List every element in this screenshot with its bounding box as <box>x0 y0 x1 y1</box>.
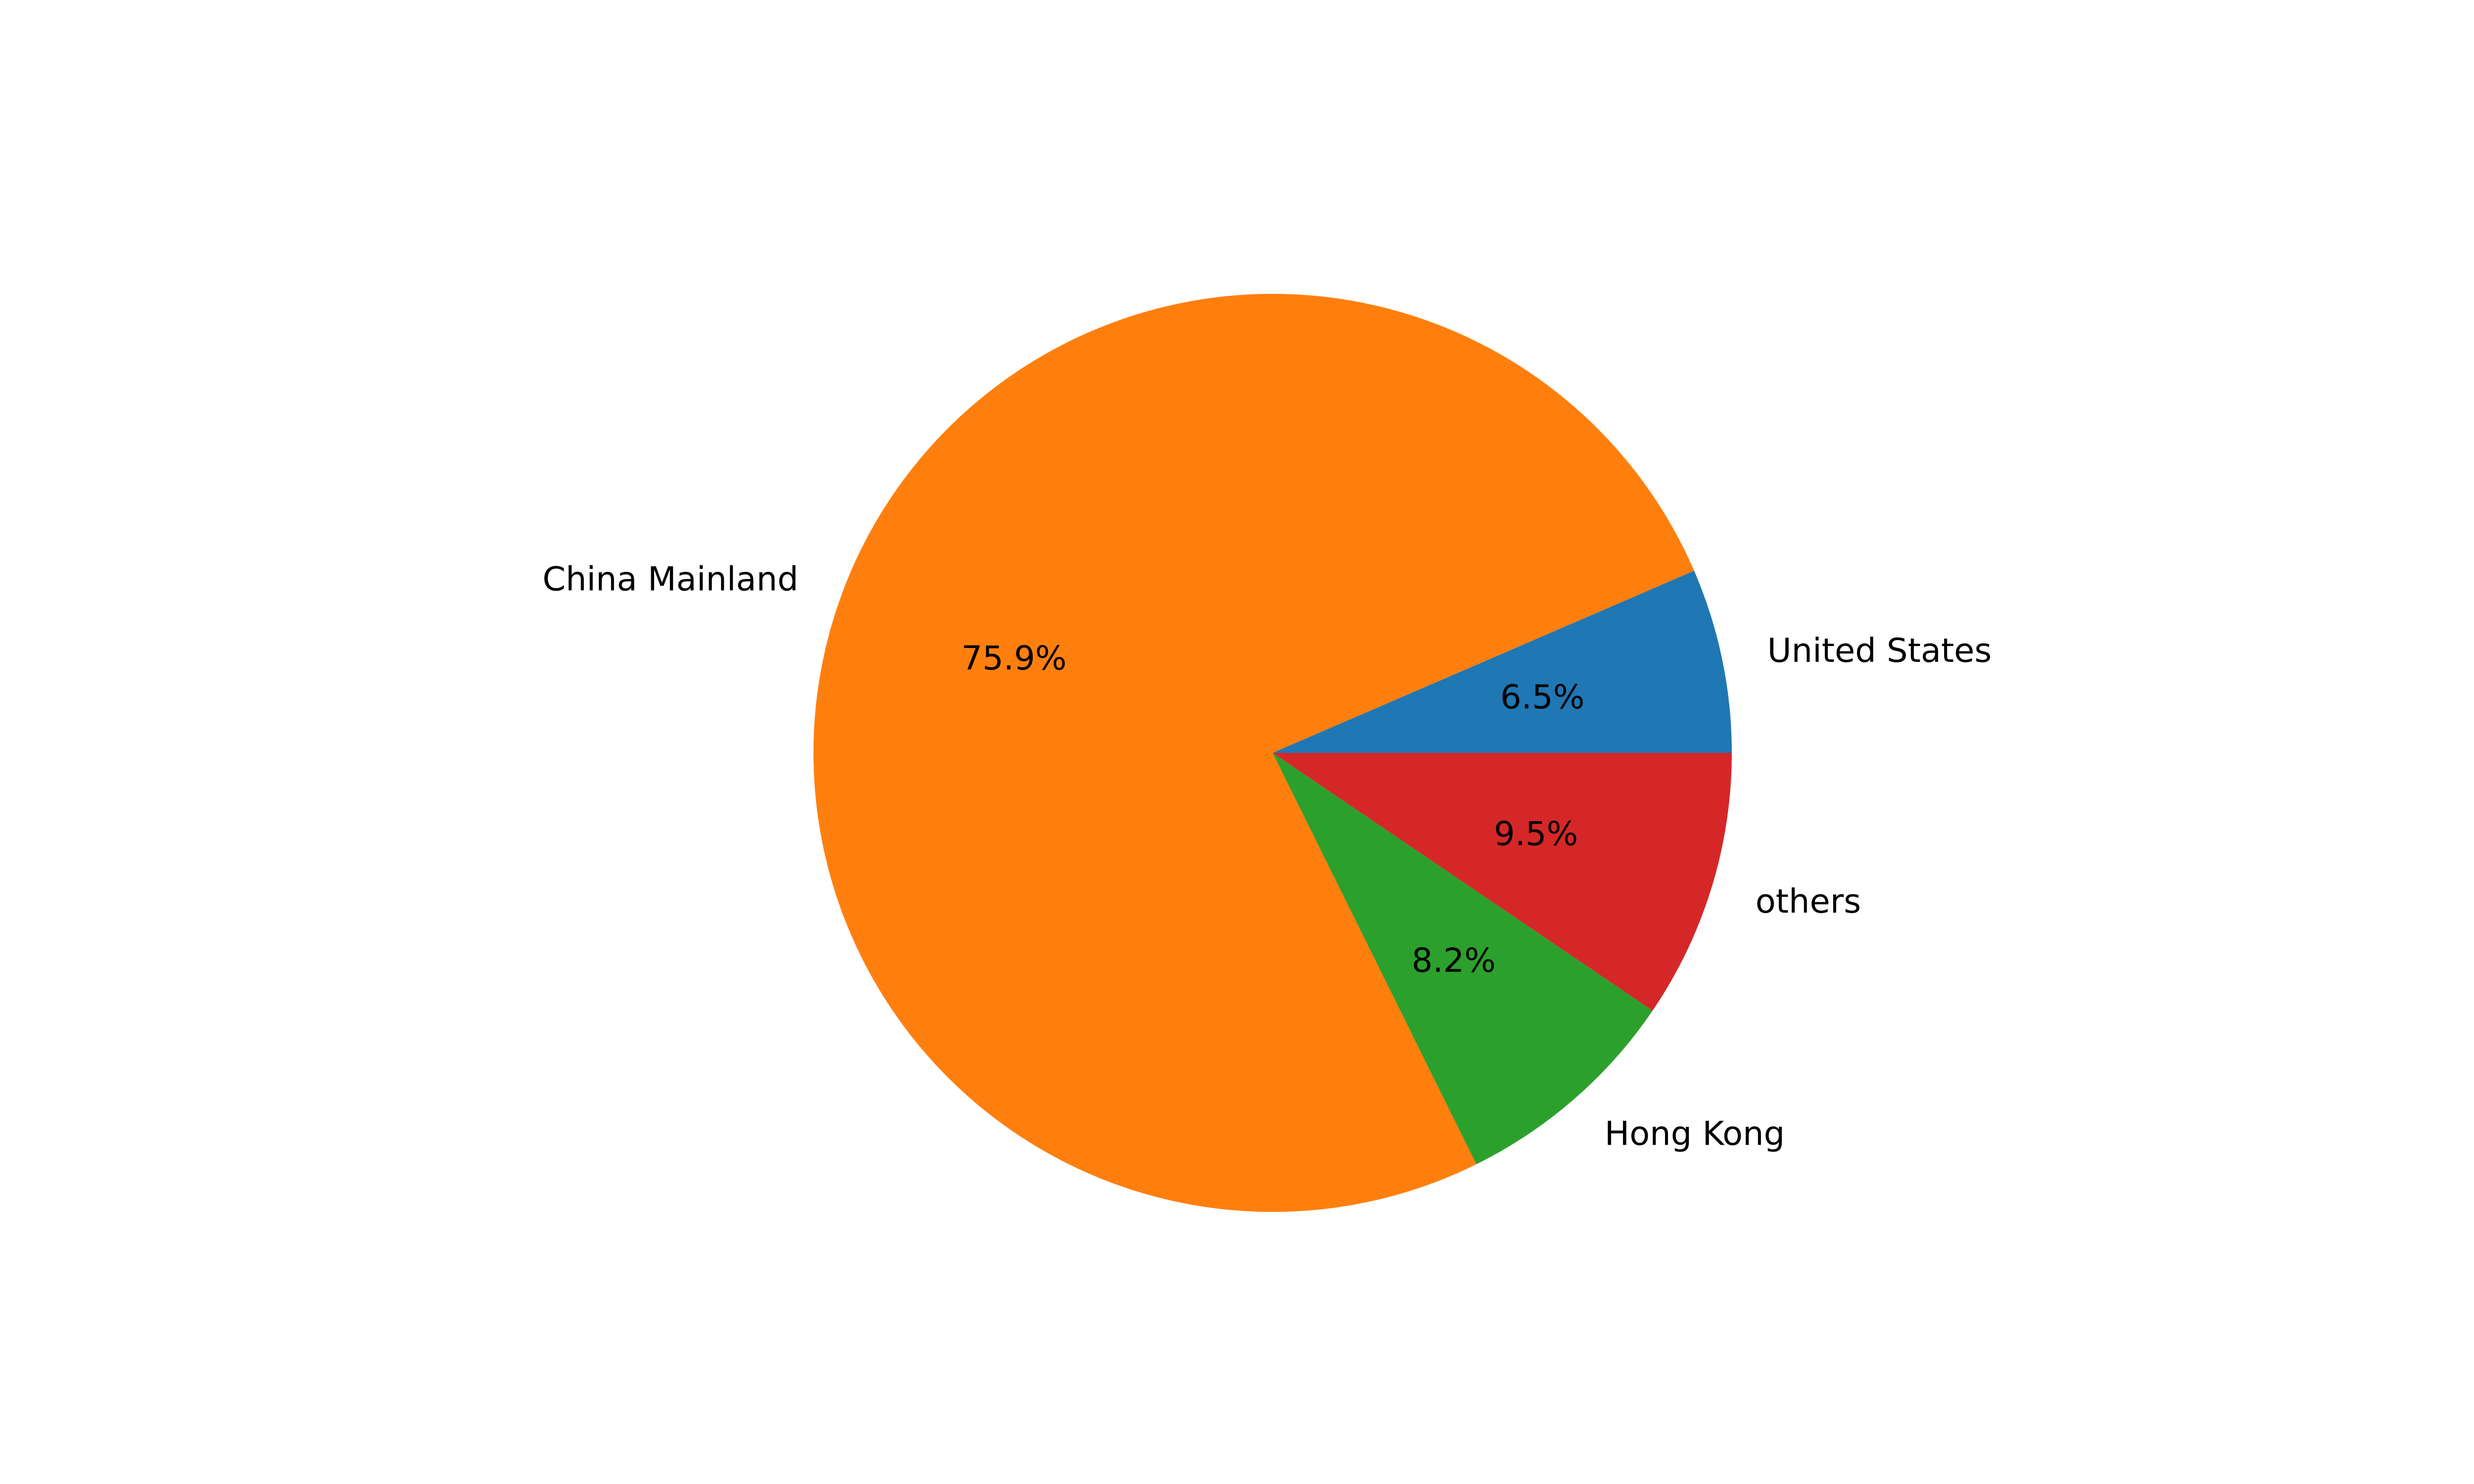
slice-united-states <box>1273 570 1732 753</box>
label-united-states: United States <box>1767 631 1992 670</box>
pct-label-others: 9.5% <box>1494 815 1578 853</box>
pct-label-hong-kong: 8.2% <box>1412 941 1496 980</box>
percent-labels: 6.5% 75.9% 8.2% 9.5% <box>961 639 1585 979</box>
slice-hong-kong <box>1273 753 1653 1164</box>
label-others: others <box>1756 882 1861 921</box>
pie-slices <box>813 294 1732 1212</box>
slice-others <box>1273 753 1732 1011</box>
pct-label-united-states: 6.5% <box>1500 678 1584 716</box>
slice-china-mainland <box>813 294 1694 1212</box>
label-hong-kong: Hong Kong <box>1605 1114 1785 1153</box>
slice-labels: United States China Mainland Hong Kong othe… <box>542 560 1992 1153</box>
pct-label-china-mainland: 75.9% <box>961 639 1067 677</box>
label-china-mainland: China Mainland <box>542 560 798 599</box>
